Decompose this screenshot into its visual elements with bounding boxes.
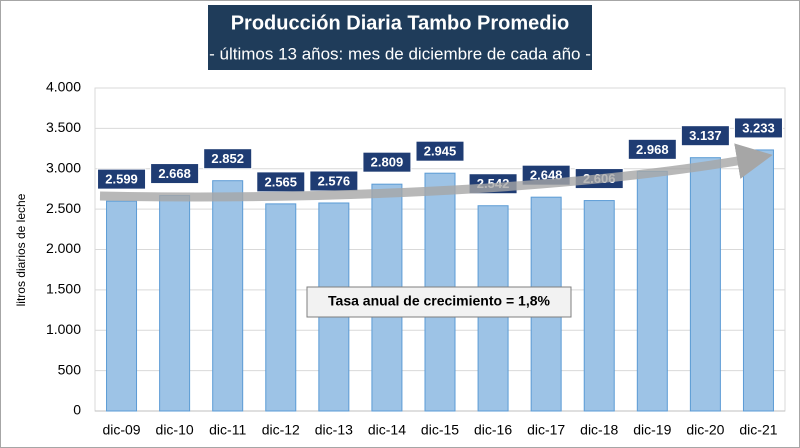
value-label: 2.809 <box>371 155 404 170</box>
value-label: 2.565 <box>264 174 297 189</box>
x-tick-label: dic-19 <box>633 422 671 438</box>
value-label: 3.137 <box>689 128 722 143</box>
value-label: 2.668 <box>158 166 191 181</box>
y-axis-label: litros diarios de leche <box>14 193 28 306</box>
y-tick-label: 0 <box>73 402 81 418</box>
value-label: 2.576 <box>318 173 351 188</box>
x-tick-label: dic-16 <box>474 422 512 438</box>
x-tick-label: dic-17 <box>527 422 565 438</box>
value-label-box <box>362 151 412 173</box>
plot: 0 500 1.000 1.500 2.000 2.500 3.000 3.500 4.000 d… <box>46 79 786 438</box>
bar <box>159 195 191 412</box>
x-tick-label: dic-12 <box>262 422 300 438</box>
annotation-box <box>306 286 572 318</box>
x-tick-label: dic-13 <box>315 422 353 438</box>
x-tick-label: dic-18 <box>580 422 618 438</box>
y-tick-label: 3.000 <box>46 159 81 175</box>
bar <box>636 170 668 412</box>
value-label: 2.852 <box>211 151 244 166</box>
bar <box>106 200 138 412</box>
x-tick-label: dic-14 <box>368 422 406 438</box>
x-tick-label: dic-21 <box>739 422 777 438</box>
value-label: 3.233 <box>742 120 775 135</box>
value-label-box <box>97 168 147 190</box>
value-label-box <box>627 138 677 160</box>
x-tick-label: dic-10 <box>156 422 194 438</box>
y-tick-label: 1.000 <box>46 321 81 337</box>
y-tick-label: 1.500 <box>46 281 81 297</box>
y-tick-label: 500 <box>58 361 82 377</box>
bar <box>583 200 615 412</box>
bar <box>689 157 721 412</box>
value-label: 2.945 <box>424 144 457 159</box>
bar <box>212 180 244 412</box>
y-tick-label: 3.500 <box>46 119 81 135</box>
y-tick-label: 4.000 <box>46 79 81 95</box>
chart-title: Producción Diaria Tambo Promedio <box>231 12 570 34</box>
value-label-box <box>415 140 465 162</box>
y-tick-label: 2.000 <box>46 240 81 256</box>
value-label: 2.599 <box>105 172 138 187</box>
trend-arrow <box>99 143 773 202</box>
value-label: 2.968 <box>636 142 669 157</box>
bar <box>742 149 774 412</box>
x-tick-label: dic-20 <box>686 422 724 438</box>
value-label-box <box>680 125 730 147</box>
x-tick-label: dic-09 <box>102 422 140 438</box>
value-label-box <box>733 117 783 139</box>
title-box <box>208 5 592 70</box>
value-label-box <box>150 163 200 185</box>
bar <box>265 203 297 412</box>
x-tick-label: dic-11 <box>209 422 246 438</box>
x-tick-label: dic-15 <box>421 422 459 438</box>
y-tick-label: 2.500 <box>46 200 81 216</box>
chart-subtitle: - últimos 13 años: mes de diciembre de c… <box>209 44 591 63</box>
value-label-box <box>203 148 253 170</box>
annotation: Tasa anual de crecimiento = 1,8% <box>328 293 550 309</box>
